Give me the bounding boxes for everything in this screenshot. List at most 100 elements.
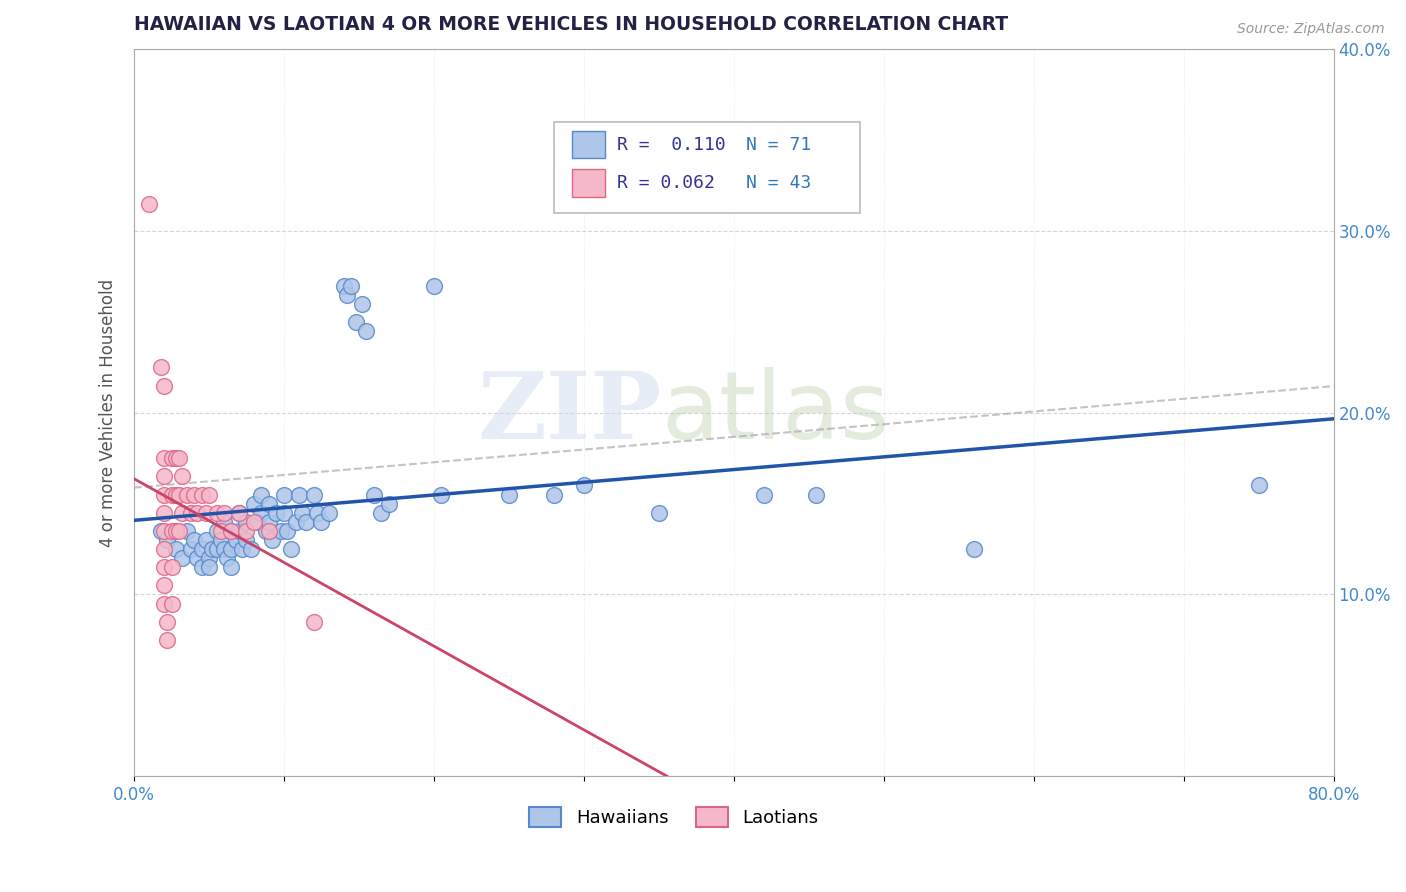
Point	[153, 506, 176, 520]
FancyBboxPatch shape	[572, 169, 606, 197]
Text: R =  0.110: R = 0.110	[617, 136, 727, 153]
Point	[153, 378, 176, 392]
Point	[176, 524, 198, 538]
FancyBboxPatch shape	[572, 131, 606, 159]
Point	[167, 451, 190, 466]
Point	[344, 315, 367, 329]
Point	[243, 515, 266, 529]
Point	[225, 533, 247, 547]
Point	[273, 506, 295, 520]
Point	[572, 478, 595, 492]
Point	[302, 615, 325, 629]
Point	[212, 515, 235, 529]
Point	[186, 551, 208, 566]
Point	[243, 497, 266, 511]
Point	[221, 524, 243, 538]
Point	[498, 487, 520, 501]
Point	[165, 451, 187, 466]
Point	[205, 524, 228, 538]
Point	[153, 487, 176, 501]
Point	[170, 506, 193, 520]
Point	[295, 515, 318, 529]
Point	[291, 506, 314, 520]
Text: ZIP: ZIP	[478, 368, 662, 458]
Point	[180, 506, 202, 520]
Point	[150, 360, 173, 375]
Point	[1247, 478, 1270, 492]
Point	[153, 451, 176, 466]
Point	[302, 487, 325, 501]
Point	[138, 197, 160, 211]
Point	[221, 560, 243, 574]
Point	[165, 542, 187, 557]
Point	[153, 597, 176, 611]
Point	[212, 542, 235, 557]
Point	[156, 615, 179, 629]
Point	[333, 278, 356, 293]
Point	[648, 506, 671, 520]
Point	[160, 487, 183, 501]
Text: atlas: atlas	[662, 367, 890, 458]
Point	[752, 487, 775, 501]
Point	[370, 506, 392, 520]
Point	[246, 515, 269, 529]
Point	[150, 524, 173, 538]
Point	[273, 487, 295, 501]
Point	[186, 506, 208, 520]
Text: N = 71: N = 71	[745, 136, 811, 153]
Text: N = 43: N = 43	[745, 174, 811, 192]
Point	[195, 506, 218, 520]
Point	[311, 515, 333, 529]
Point	[180, 542, 202, 557]
Point	[221, 542, 243, 557]
Legend: Hawaiians, Laotians: Hawaiians, Laotians	[520, 798, 828, 836]
Point	[280, 542, 302, 557]
Point	[254, 524, 277, 538]
Point	[336, 287, 359, 301]
Point	[963, 542, 986, 557]
Point	[363, 487, 385, 501]
Point	[266, 506, 288, 520]
FancyBboxPatch shape	[554, 122, 860, 213]
Point	[201, 542, 224, 557]
Point	[160, 560, 183, 574]
Point	[167, 524, 190, 538]
Point	[250, 487, 273, 501]
Point	[190, 560, 212, 574]
Point	[285, 515, 308, 529]
Point	[257, 524, 280, 538]
Point	[250, 506, 273, 520]
Point	[235, 515, 257, 529]
Point	[221, 524, 243, 538]
Point	[228, 524, 250, 538]
Point	[198, 487, 221, 501]
Point	[176, 487, 198, 501]
Point	[190, 487, 212, 501]
Point	[209, 524, 232, 538]
Point	[209, 533, 232, 547]
Point	[260, 533, 283, 547]
Point	[215, 551, 238, 566]
Point	[305, 506, 328, 520]
Point	[156, 533, 179, 547]
Text: R = 0.062: R = 0.062	[617, 174, 716, 192]
Point	[198, 551, 221, 566]
Point	[167, 487, 190, 501]
Point	[205, 542, 228, 557]
Point	[356, 324, 378, 338]
Point	[160, 597, 183, 611]
Point	[228, 506, 250, 520]
Text: Source: ZipAtlas.com: Source: ZipAtlas.com	[1237, 22, 1385, 37]
Point	[231, 542, 253, 557]
Y-axis label: 4 or more Vehicles in Household: 4 or more Vehicles in Household	[100, 278, 117, 547]
Point	[160, 451, 183, 466]
Point	[205, 506, 228, 520]
Point	[806, 487, 828, 501]
Point	[183, 487, 205, 501]
Point	[170, 469, 193, 483]
Point	[350, 297, 373, 311]
Point	[153, 469, 176, 483]
Point	[378, 497, 401, 511]
Point	[430, 487, 453, 501]
Point	[257, 515, 280, 529]
